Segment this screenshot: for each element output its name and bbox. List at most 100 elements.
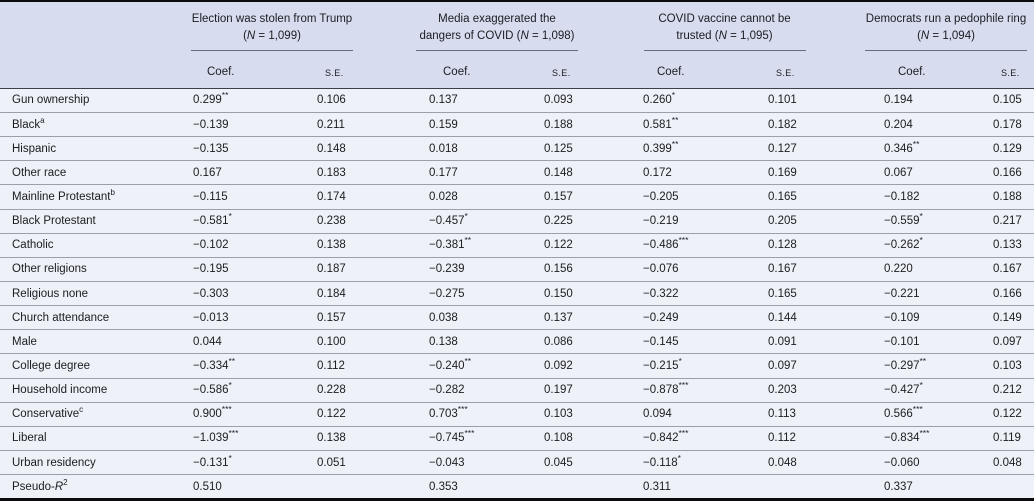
se-cell: 0.112 <box>305 353 417 379</box>
se-cell: 0.119 <box>981 425 1034 451</box>
se-cell: 0.138 <box>305 425 417 451</box>
se-cell: 0.105 <box>993 94 1022 107</box>
coef-cell: −0.182 <box>872 184 981 210</box>
coef-cell: −0.109 <box>872 305 981 330</box>
coef-cell: −0.215* <box>631 353 756 379</box>
se-cell: 0.182 <box>756 111 872 137</box>
table-row: Gun ownership 0.299** 0.106 0.137 0.093 0.260… <box>0 88 1034 112</box>
se-cell: 0.051 <box>305 449 417 475</box>
row-label: Male <box>0 329 181 354</box>
se-cell: 0.045 <box>532 449 631 475</box>
se-cell: 0.086 <box>532 329 631 354</box>
se-cell: 0.238 <box>305 208 417 234</box>
table-row: College degree −0.334** 0.112 −0.240** 0.092… <box>0 353 1034 379</box>
coef-cell: −0.262* <box>872 232 981 258</box>
se-cell: 0.093 <box>544 94 573 107</box>
coef-cell: 0.018 <box>417 136 532 161</box>
coef-cell: −0.381** <box>417 232 532 258</box>
coef-cell: −0.457* <box>417 208 532 234</box>
se-cell: 0.203 <box>756 377 872 403</box>
se-header: S.E. <box>305 51 417 89</box>
row-label: Pseudo-R2 <box>0 474 181 498</box>
coef-cell: 0.194 <box>884 94 913 107</box>
se-cell: 0.101 <box>768 94 797 107</box>
group-header-1: Election was stolen from Trump (N = 1,09… <box>181 2 417 52</box>
se-cell: 0.108 <box>532 425 631 451</box>
coef-cell: −0.221 <box>872 280 981 306</box>
se-cell: 0.197 <box>532 377 631 403</box>
se-cell: 0.112 <box>756 425 872 451</box>
coef-cell: 0.038 <box>417 305 532 330</box>
significance-stars: ** <box>464 356 472 367</box>
coef-cell: 0.337 <box>872 474 981 498</box>
significance-stars: *** <box>228 428 239 439</box>
coef-header: Coef. <box>181 51 305 89</box>
significance-stars: * <box>919 235 923 246</box>
row-label: Other religions <box>0 256 181 282</box>
coef-cell: −0.205 <box>631 184 756 210</box>
row-label: Hispanic <box>0 136 181 161</box>
coef-cell: −0.145 <box>631 329 756 354</box>
coef-cell: −0.118* <box>631 449 756 475</box>
coef-cell: −0.842*** <box>631 425 756 451</box>
se-cell: 0.122 <box>532 232 631 258</box>
group-title: Election was stolen from Trump (N = 1,09… <box>191 2 353 52</box>
significance-stars: *** <box>919 428 930 439</box>
coef-cell: 0.220 <box>872 256 981 282</box>
se-cell: 0.166 <box>981 280 1034 306</box>
se-cell: 0.092 <box>532 353 631 379</box>
significance-stars: * <box>464 211 468 222</box>
se-cell: 0.184 <box>305 280 417 306</box>
coef-cell: −0.239 <box>417 256 532 282</box>
coef-cell: 0.581** <box>631 111 756 137</box>
significance-stars: * <box>919 380 923 391</box>
coef-cell: −0.060 <box>872 449 981 475</box>
coef-cell: 0.204 <box>872 111 981 137</box>
footnote-marker: a <box>40 115 45 125</box>
se-cell: 0.228 <box>305 377 417 403</box>
se-cell: 0.188 <box>532 111 631 137</box>
significance-stars: * <box>677 452 681 463</box>
se-cell: 0.148 <box>532 160 631 185</box>
row-label: Mainline Protestantb <box>0 184 181 210</box>
coef-cell: −0.195 <box>181 256 305 282</box>
table-row: Mainline Protestantb −0.115 0.174 0.028 0.15… <box>0 184 1034 210</box>
coef-cell: 0.167 <box>181 160 305 185</box>
coef-cell: −0.282 <box>417 377 532 403</box>
se-cell: 0.187 <box>305 256 417 282</box>
significance-stars: * <box>228 380 232 391</box>
table-row: Pseudo-R2 0.510 0.353 0.311 0.337 <box>0 474 1034 498</box>
row-label: Religious none <box>0 280 181 306</box>
se-cell: 0.125 <box>532 136 631 161</box>
se-cell: 0.149 <box>981 305 1034 330</box>
se-cell: 0.166 <box>981 160 1034 185</box>
coef-cell: 0.399** <box>631 136 756 161</box>
group-header-3: COVID vaccine cannot be trusted (N = 1,0… <box>631 2 872 52</box>
group-header-2: Media exaggerated the dangers of COVID (… <box>416 2 631 52</box>
se-cell: 0.128 <box>756 232 872 258</box>
se-cell: 0.165 <box>756 280 872 306</box>
row-label: Church attendance <box>0 305 181 330</box>
coef-cell: −1.039*** <box>181 425 305 451</box>
coef-cell: −0.135 <box>181 136 305 161</box>
coef-cell: 0.172 <box>631 160 756 185</box>
coef-cell: 0.044 <box>181 329 305 354</box>
significance-stars: * <box>919 211 923 222</box>
significance-stars: * <box>678 356 682 367</box>
coef-cell: −0.834*** <box>872 425 981 451</box>
se-cell: 0.097 <box>756 353 872 379</box>
se-cell: 0.178 <box>981 111 1034 137</box>
coef-cell: 0.900*** <box>181 401 305 427</box>
coef-cell: 0.177 <box>417 160 532 185</box>
coef-cell: −0.486*** <box>631 232 756 258</box>
row-label: Blacka <box>0 111 181 137</box>
se-cell: 0.048 <box>756 449 872 475</box>
table-row: Church attendance −0.013 0.157 0.038 0.137 −0… <box>0 305 1034 330</box>
table-row: Religious none −0.303 0.184 −0.275 0.150 −0.3… <box>0 280 1034 306</box>
subheader-row: Coef. S.E. Coef. S.E. Coef. S.E. Coef. S.E. <box>0 51 1034 89</box>
corner-cell <box>0 2 181 52</box>
significance-stars: *** <box>678 428 689 439</box>
corner-cell <box>0 51 181 89</box>
row-label: Black Protestant <box>0 208 181 234</box>
